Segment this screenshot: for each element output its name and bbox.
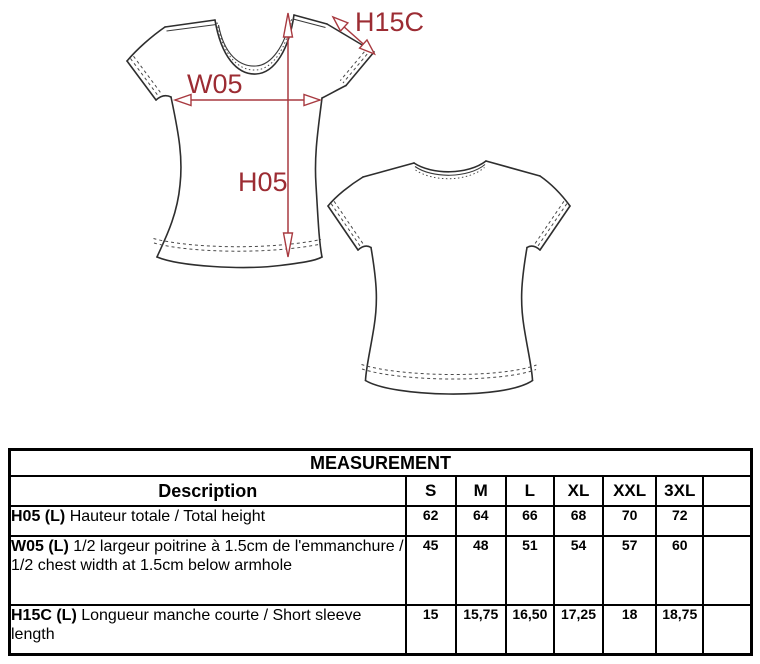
size-column-header-m: M [454, 475, 507, 507]
value-cell-empty [702, 505, 753, 537]
value-cell: 15,75 [454, 604, 507, 656]
value-cell: 16,50 [504, 604, 555, 656]
row-description: W05 (L) 1/2 largeur poitrine à 1.5cm de … [8, 535, 407, 606]
table-row-h15c: H15C (L) Longueur manche courte / Short … [8, 604, 753, 656]
description-column-header: Description [8, 475, 407, 507]
w05-label: W05 [187, 69, 243, 99]
value-cell: 57 [602, 535, 658, 606]
measure-code: H15C (L) [11, 607, 77, 624]
front-view-shirt [126, 14, 375, 269]
size-column-header-xl: XL [552, 475, 605, 507]
measure-code: H05 (L) [11, 508, 66, 525]
w05-arrow [172, 93, 323, 107]
table-row-w05: W05 (L) 1/2 largeur poitrine à 1.5cm de … [8, 535, 753, 606]
size-column-header-empty [702, 475, 753, 507]
value-cell: 51 [504, 535, 555, 606]
h15c-arrow [331, 15, 377, 56]
table-title: MEASUREMENT [8, 448, 753, 477]
value-cell: 54 [552, 535, 605, 606]
h15c-label: H15C [355, 7, 424, 37]
tshirt-measurement-diagram: H15C W05 H05 [126, 7, 571, 395]
value-cell: 64 [454, 505, 507, 537]
value-cell: 62 [404, 505, 457, 537]
value-cell-empty [702, 535, 753, 606]
value-cell-empty [702, 604, 753, 656]
value-cell: 48 [454, 535, 507, 606]
value-cell: 70 [602, 505, 658, 537]
row-description: H05 (L) Hauteur totale / Total height [8, 505, 407, 537]
h05-arrow [282, 12, 294, 258]
measure-text: 1/2 largeur poitrine à 1.5cm de l'emmanc… [11, 538, 404, 575]
size-column-header-l: L [504, 475, 555, 507]
size-column-header-s: S [404, 475, 457, 507]
size-column-header-xxl: XXL [602, 475, 658, 507]
value-cell: 17,25 [552, 604, 605, 656]
value-cell: 72 [655, 505, 705, 537]
measure-text: Longueur manche courte / Short sleeve le… [11, 607, 362, 644]
size-column-header-3xl: 3XL [655, 475, 705, 507]
value-cell: 15 [404, 604, 457, 656]
measure-text: Hauteur totale / Total height [69, 508, 266, 525]
value-cell: 66 [504, 505, 555, 537]
value-cell: 18,75 [655, 604, 705, 656]
row-description: H15C (L) Longueur manche courte / Short … [8, 604, 407, 656]
value-cell: 60 [655, 535, 705, 606]
value-cell: 68 [552, 505, 605, 537]
back-view-shirt [327, 160, 571, 395]
h05-label: H05 [238, 167, 288, 197]
measurement-table: MEASUREMENT Description S M L XL XXL 3XL… [8, 448, 753, 656]
measure-code: W05 (L) [11, 538, 69, 555]
table-row-h05: H05 (L) Hauteur totale / Total height 62… [8, 505, 753, 537]
value-cell: 45 [404, 535, 457, 606]
value-cell: 18 [602, 604, 658, 656]
